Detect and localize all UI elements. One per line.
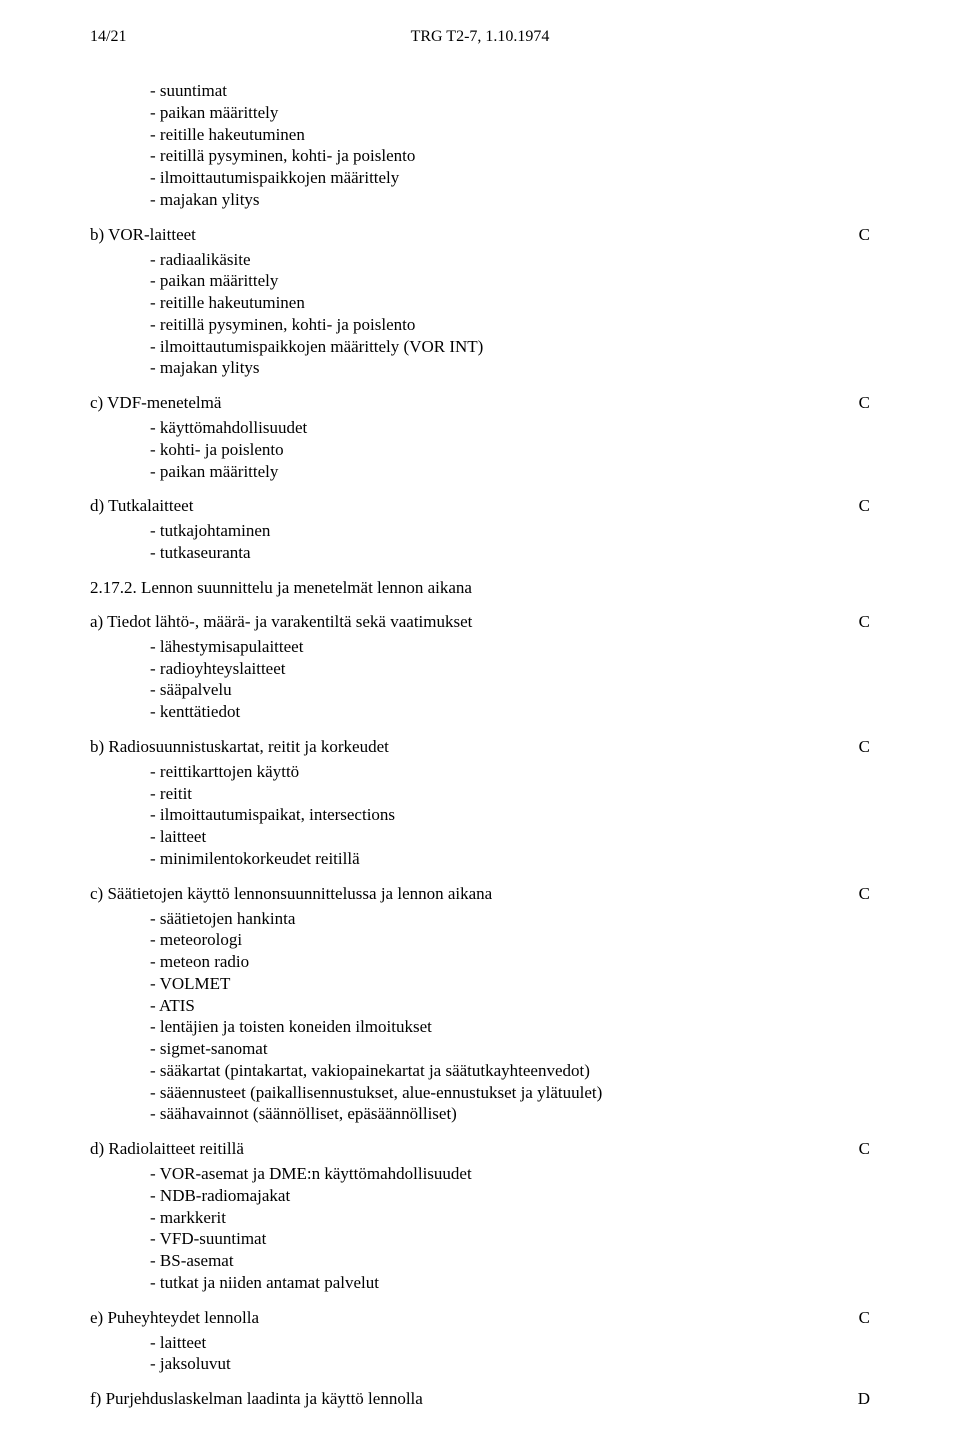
section-heading: b) VOR-laitteetC [90,225,870,245]
bullet-list: - lähestymisapulaitteet- radioyhteyslait… [150,636,870,723]
bullet-item: - jaksoluvut [150,1353,870,1375]
bullet-item: - paikan määrittely [150,270,870,292]
bullet-item: - NDB-radiomajakat [150,1185,870,1207]
bullet-item: - ilmoittautumispaikkojen määrittely [150,167,870,189]
bullet-item: - ilmoittautumispaikkojen määrittely (VO… [150,336,870,358]
bullet-item: - VOLMET [150,973,870,995]
section-heading: d) Radiolaitteet reitilläC [90,1139,870,1159]
heading-text: d) Tutkalaitteet [90,496,850,516]
section-heading: a) Tiedot lähtö-, määrä- ja varakentiltä… [90,612,870,632]
bullet-item: - minimilentokorkeudet reitillä [150,848,870,870]
bullet-item: - reittikarttojen käyttö [150,761,870,783]
bullet-list: - VOR-asemat ja DME:n käyttömahdollisuud… [150,1163,870,1294]
heading-text: d) Radiolaitteet reitillä [90,1139,850,1159]
bullet-item: - reitit [150,783,870,805]
header-page-ref: 14/21 [90,28,126,46]
bullet-item: - ATIS [150,995,870,1017]
bullet-item: - meteon radio [150,951,870,973]
bullet-list: - laitteet- jaksoluvut [150,1332,870,1376]
section-heading: b) Radiosuunnistuskartat, reitit ja kork… [90,737,870,757]
section-heading: e) Puheyhteydet lennollaC [90,1308,870,1328]
bullet-item: - paikan määrittely [150,102,870,124]
heading-text: e) Puheyhteydet lennolla [90,1308,850,1328]
bullet-item: - paikan määrittely [150,461,870,483]
header-doc-ref: TRG T2-7, 1.10.1974 [411,28,550,46]
bullet-list: - tutkajohtaminen- tutkaseuranta [150,520,870,564]
heading-text: b) VOR-laitteet [90,225,850,245]
bullet-item: - kenttätiedot [150,701,870,723]
bullet-list: - suuntimat- paikan määrittely- reitille… [150,80,870,211]
heading-text: a) Tiedot lähtö-, määrä- ja varakentiltä… [90,612,850,632]
bullet-item: - reitillä pysyminen, kohti- ja poislent… [150,314,870,336]
section-heading: c) VDF-menetelmäC [90,393,870,413]
bullet-item: - käyttömahdollisuudet [150,417,870,439]
heading-text: c) VDF-menetelmä [90,393,850,413]
bullet-item: - meteorologi [150,929,870,951]
grade-label: C [850,737,870,757]
page-header: 14/21 TRG T2-7, 1.10.1974 [90,28,870,50]
bullet-item: - VFD-suuntimat [150,1228,870,1250]
bullet-item: - laitteet [150,1332,870,1354]
bullet-item: - BS-asemat [150,1250,870,1272]
bullet-item: - säähavainnot (säännölliset, epäsäännöl… [150,1103,870,1125]
grade-label: C [850,612,870,632]
bullet-item: - lentäjien ja toisten koneiden ilmoituk… [150,1016,870,1038]
bullet-list: - radiaalikäsite- paikan määrittely- rei… [150,249,870,380]
bullet-item: - sääkartat (pintakartat, vakiopainekart… [150,1060,870,1082]
grade-label: C [850,393,870,413]
grade-label: C [850,1308,870,1328]
bullet-item: - sääpalvelu [150,679,870,701]
bullet-item: - VOR-asemat ja DME:n käyttömahdollisuud… [150,1163,870,1185]
bullet-item: - sääennusteet (paikallisennustukset, al… [150,1082,870,1104]
section-heading: c) Säätietojen käyttö lennonsuunnittelus… [90,884,870,904]
heading-text: 2.17.2. Lennon suunnittelu ja menetelmät… [90,578,850,598]
document-body: - suuntimat- paikan määrittely- reitille… [90,80,870,1409]
heading-text: c) Säätietojen käyttö lennonsuunnittelus… [90,884,850,904]
bullet-item: - reitillä pysyminen, kohti- ja poislent… [150,145,870,167]
bullet-list: - reittikarttojen käyttö- reitit- ilmoit… [150,761,870,870]
heading-text: f) Purjehduslaskelman laadinta ja käyttö… [90,1389,850,1409]
bullet-item: - kohti- ja poislento [150,439,870,461]
bullet-item: - majakan ylitys [150,357,870,379]
bullet-item: - radioyhteyslaitteet [150,658,870,680]
bullet-list: - käyttömahdollisuudet- kohti- ja poisle… [150,417,870,482]
section-heading: f) Purjehduslaskelman laadinta ja käyttö… [90,1389,870,1409]
section-heading: 2.17.2. Lennon suunnittelu ja menetelmät… [90,578,870,598]
bullet-item: - suuntimat [150,80,870,102]
bullet-item: - reitille hakeutuminen [150,292,870,314]
bullet-item: - lähestymisapulaitteet [150,636,870,658]
bullet-item: - sigmet-sanomat [150,1038,870,1060]
grade-label: C [850,225,870,245]
heading-text: b) Radiosuunnistuskartat, reitit ja kork… [90,737,850,757]
section-heading: d) TutkalaitteetC [90,496,870,516]
grade-label: C [850,1139,870,1159]
bullet-item: - laitteet [150,826,870,848]
bullet-item: - reitille hakeutuminen [150,124,870,146]
bullet-item: - tutkajohtaminen [150,520,870,542]
grade-label: C [850,496,870,516]
bullet-item: - tutkat ja niiden antamat palvelut [150,1272,870,1294]
grade-label [850,578,870,598]
grade-label: D [850,1389,870,1409]
bullet-item: - markkerit [150,1207,870,1229]
grade-label: C [850,884,870,904]
bullet-item: - ilmoittautumispaikat, intersections [150,804,870,826]
bullet-item: - säätietojen hankinta [150,908,870,930]
bullet-item: - majakan ylitys [150,189,870,211]
bullet-list: - säätietojen hankinta- meteorologi- met… [150,908,870,1126]
bullet-item: - tutkaseuranta [150,542,870,564]
bullet-item: - radiaalikäsite [150,249,870,271]
